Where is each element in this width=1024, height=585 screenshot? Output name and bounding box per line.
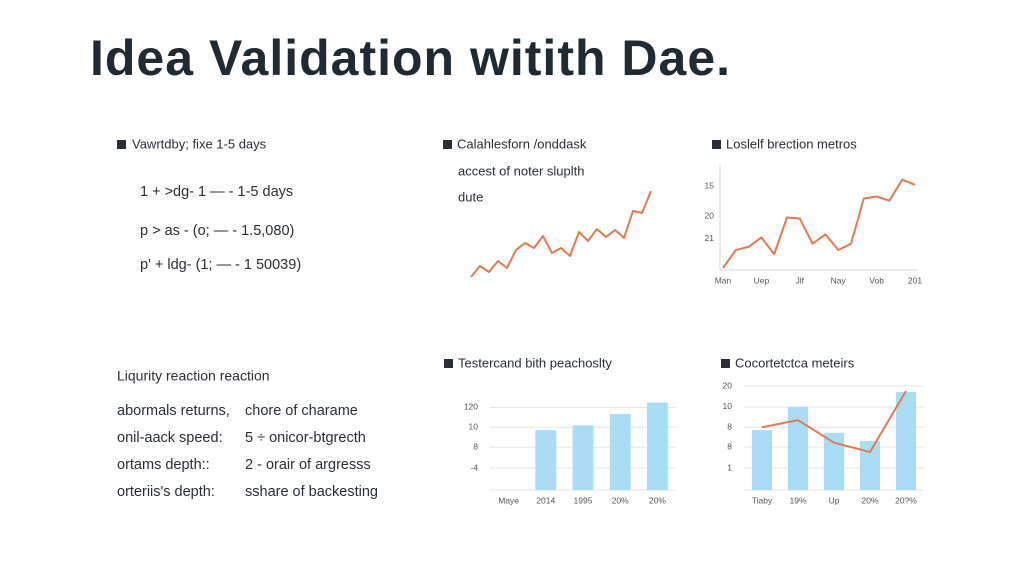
bar: [859, 441, 881, 490]
chart-title: Testercand bith peachoslty: [458, 355, 612, 370]
chart-title: Loslelf brection metros: [726, 136, 857, 151]
y-tick-label: 8: [727, 441, 732, 451]
y-tick-label: 8: [727, 422, 732, 432]
info-line: 1 + >dg- 1 — - 1-5 days: [140, 184, 293, 200]
bar: [787, 406, 809, 490]
x-tick-label: Uep: [754, 275, 770, 285]
x-tick-label: Nay: [831, 275, 847, 285]
bar: [535, 430, 557, 490]
liquidity-label: ortams depth::: [117, 457, 210, 473]
x-tick-label: 2014: [536, 495, 555, 505]
y-tick-label: 10: [469, 422, 479, 432]
bullet: [721, 359, 730, 368]
y-tick-label: 20: [723, 380, 733, 390]
bar: [823, 432, 845, 490]
bullet: [117, 140, 126, 149]
x-tick-label: Vob: [869, 275, 884, 285]
bar: [609, 414, 631, 490]
x-tick-label: 1995: [574, 495, 593, 505]
page-title: Idea Validation witith Dae.: [90, 30, 731, 86]
y-tick-label: 21: [705, 233, 715, 243]
bar: [895, 392, 917, 490]
y-tick-label: 120: [464, 402, 478, 412]
y-tick-label: 8: [473, 442, 478, 452]
chart-subtitle: dute: [458, 189, 483, 204]
line: [722, 178, 916, 269]
x-tick-label: 20%: [861, 495, 878, 505]
y-tick-label: 20: [705, 211, 715, 221]
x-tick-label: Tiaby: [752, 495, 773, 505]
bullet: [444, 359, 453, 368]
x-tick-label: 201: [908, 275, 922, 285]
x-tick-label: Up: [829, 495, 840, 505]
x-tick-label: Man: [715, 275, 732, 285]
y-tick-label: 1: [727, 462, 732, 472]
line: [761, 390, 907, 454]
x-tick-label: 19%: [789, 495, 806, 505]
x-tick-label: 20%: [649, 495, 666, 505]
x-tick-label: Jlf: [796, 275, 805, 285]
liquidity-label: orteriis's depth:: [117, 484, 215, 500]
liquidity-value: 2 - orair of argresss: [245, 457, 371, 473]
info-line: p' + ldg- (1; — - 1 50039): [140, 257, 301, 273]
bar: [572, 425, 594, 490]
info-heading: Vawrtdby; fixe 1-5 days: [132, 136, 267, 151]
liquidity-label: abormals returns,: [117, 403, 230, 419]
y-tick-label: -4: [470, 462, 478, 472]
chart-title: Calahlesforn /onddask: [457, 136, 587, 151]
x-tick-label: 20%: [612, 495, 629, 505]
liquidity-value: chore of charame: [245, 403, 358, 419]
liquidity-label: onil-aack speed:: [117, 430, 223, 446]
chart-subtitle: accest of noter sluplth: [458, 163, 584, 178]
x-tick-label: Maye: [498, 495, 519, 505]
bullet: [443, 140, 452, 149]
liquidity-heading: Liqurity reaction reaction: [117, 368, 270, 384]
line: [470, 190, 652, 278]
bullet: [712, 140, 721, 149]
info-line: p > as - (o; — - 1.5,080): [140, 223, 294, 239]
bar: [646, 402, 668, 490]
bar: [751, 430, 773, 490]
x-tick-label: 20?%: [895, 495, 917, 505]
chart-title: Cocortetctca meteirs: [735, 355, 855, 370]
y-tick-label: 15: [705, 180, 715, 190]
y-tick-label: 10: [723, 401, 733, 411]
liquidity-value: sshare of backesting: [245, 484, 378, 500]
liquidity-value: 5 ÷ onicor-btgrecth: [245, 430, 366, 446]
